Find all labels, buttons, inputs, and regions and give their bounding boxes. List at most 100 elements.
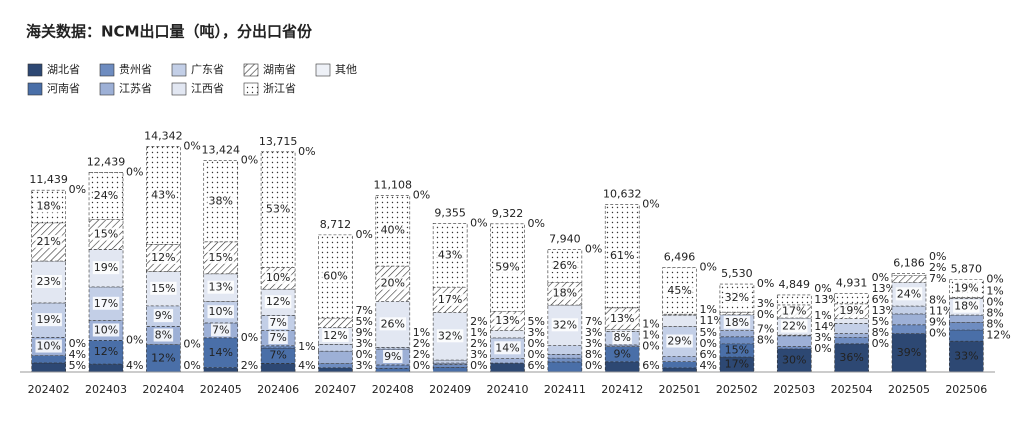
label-bg <box>92 323 120 337</box>
value-label: 53% <box>266 203 290 216</box>
value-label: 3% <box>355 337 372 350</box>
total-label: 10,632 <box>603 188 642 201</box>
value-label: 24% <box>94 189 118 202</box>
label-bg <box>436 329 464 343</box>
value-label: 17% <box>94 297 118 310</box>
value-label: 7% <box>929 272 946 285</box>
value-label: 7% <box>269 331 286 344</box>
value-label: 11% <box>929 305 953 318</box>
value-label: 0% <box>986 296 1003 309</box>
value-label: 4% <box>298 359 315 372</box>
value-label: 7% <box>585 315 602 328</box>
value-label: 6% <box>528 359 545 372</box>
value-label: 0% <box>413 188 430 201</box>
value-label: 5% <box>69 359 86 372</box>
bar-segment <box>31 355 66 364</box>
value-label: 0% <box>585 359 602 372</box>
total-label: 9,355 <box>434 206 466 219</box>
value-label: 12% <box>266 295 290 308</box>
value-label: 59% <box>495 261 519 274</box>
x-tick-label: 202412 <box>601 383 643 396</box>
value-label: 30% <box>782 353 806 366</box>
total-label: 11,108 <box>374 178 413 191</box>
total-label: 13,715 <box>259 135 298 148</box>
value-label: 0% <box>814 282 831 295</box>
bar-segment <box>318 344 353 352</box>
value-label: 10% <box>36 340 60 353</box>
value-label: 0% <box>757 308 774 321</box>
label-bg <box>35 274 62 288</box>
value-label: 43% <box>438 248 462 261</box>
total-label: 6,186 <box>893 257 925 270</box>
bar-segment <box>949 322 984 331</box>
label-bg <box>264 271 292 285</box>
value-label: 11% <box>700 314 724 327</box>
label-bg <box>153 328 174 342</box>
label-bg <box>150 251 177 264</box>
value-label: 0% <box>929 327 946 340</box>
x-tick-label: 202408 <box>372 383 414 396</box>
x-tick-label: 202409 <box>429 383 471 396</box>
value-label: 0% <box>69 183 86 196</box>
value-label: 1% <box>642 329 659 342</box>
legend-swatch <box>99 82 115 96</box>
bar-segment <box>146 344 181 373</box>
bar-segment <box>260 362 296 373</box>
value-label: 13% <box>610 312 634 325</box>
value-label: 8% <box>872 326 889 339</box>
value-label: 3% <box>585 337 602 350</box>
label-bg <box>666 283 693 297</box>
label-bg <box>494 260 521 274</box>
value-label: 9% <box>929 316 946 329</box>
label-bg <box>92 261 120 275</box>
x-tick-label: 202503 <box>773 383 815 396</box>
value-label: 0% <box>528 217 545 230</box>
bar-segment <box>203 367 239 373</box>
value-label: 13% <box>814 293 838 306</box>
value-label: 0% <box>872 337 889 350</box>
label-bg <box>35 234 62 248</box>
bar-segment <box>949 297 984 299</box>
value-label: 40% <box>381 224 405 237</box>
label-bg <box>494 341 521 355</box>
x-tick-label: 202505 <box>888 383 930 396</box>
value-label: 7% <box>757 322 774 335</box>
value-label: 12% <box>986 329 1010 342</box>
value-label: 13% <box>495 314 519 327</box>
value-label: 22% <box>782 320 806 333</box>
value-label: 5% <box>528 315 545 328</box>
value-label: 6% <box>872 293 889 306</box>
x-tick-label: 202404 <box>142 383 184 396</box>
legend-swatch <box>99 63 115 77</box>
label-bg <box>612 331 632 345</box>
legend-label: 湖南省 <box>263 63 296 76</box>
bar-segment <box>318 367 353 373</box>
bar-segment <box>260 345 296 349</box>
label-bg <box>723 315 751 329</box>
value-label: 45% <box>667 284 691 297</box>
value-label: 0% <box>986 273 1003 286</box>
value-label: 3% <box>757 297 774 310</box>
value-label: 8% <box>986 318 1003 331</box>
value-label: 1% <box>298 340 315 353</box>
label-bg <box>207 305 234 319</box>
value-label: 1% <box>413 326 430 339</box>
bar-segment <box>318 350 353 364</box>
bar-segment <box>490 358 525 364</box>
bar-segment <box>490 362 525 373</box>
value-label: 1% <box>814 309 831 322</box>
value-label: 0% <box>183 338 200 351</box>
bar-segment <box>949 314 984 323</box>
label-bg <box>150 188 177 202</box>
value-label: 2% <box>241 359 258 372</box>
legend-swatch <box>315 63 331 77</box>
label-bg <box>436 248 464 262</box>
bar-segment <box>318 317 353 328</box>
x-tick-label: 202410 <box>487 383 529 396</box>
label-bg <box>608 311 636 325</box>
value-label: 39% <box>897 346 921 359</box>
bar-segment <box>31 362 66 373</box>
bar-segment <box>834 337 869 345</box>
x-tick-label: 202405 <box>200 383 242 396</box>
total-label: 11,439 <box>29 173 68 186</box>
